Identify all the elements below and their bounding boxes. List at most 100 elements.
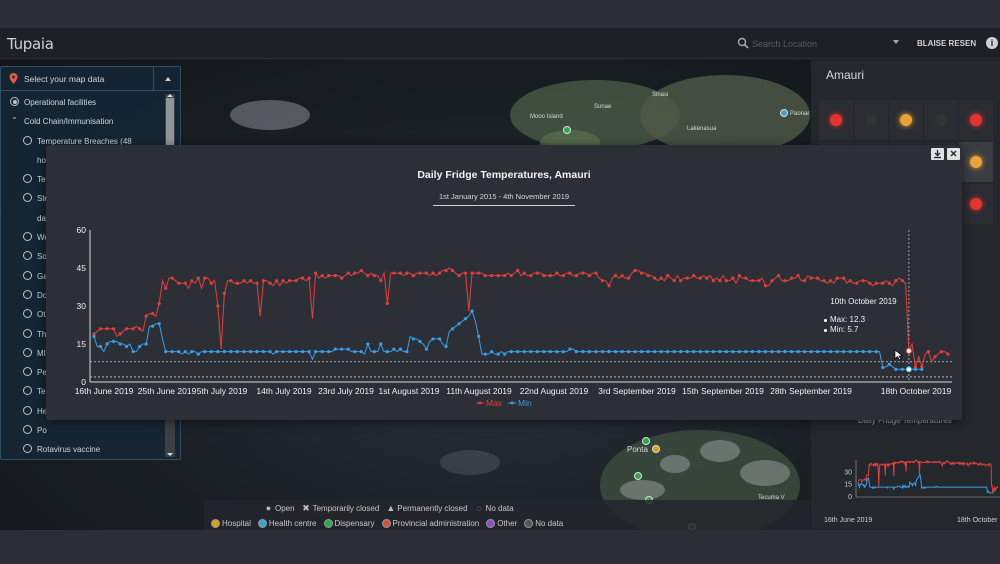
radio-button[interactable] xyxy=(23,135,32,145)
sidebar-item[interactable]: He xyxy=(1,401,166,420)
status-cell[interactable] xyxy=(959,142,993,182)
x-tick-label: 25th June 2019 xyxy=(138,386,197,396)
sidebar-item[interactable]: Operational facilities xyxy=(1,92,166,111)
search-icon[interactable] xyxy=(737,37,749,49)
radio-button[interactable] xyxy=(23,289,32,299)
data-point-max xyxy=(776,274,781,278)
data-point-min xyxy=(868,350,872,354)
data-point-max xyxy=(561,274,565,278)
map-data-selector-header[interactable]: Select your map data xyxy=(1,67,180,91)
sidebar-item[interactable]: Te xyxy=(1,169,166,188)
data-point-min xyxy=(164,350,168,354)
data-point-max xyxy=(229,279,233,283)
sidebar-item[interactable]: Te xyxy=(1,381,166,400)
mini-series-line xyxy=(857,473,994,494)
status-cell[interactable] xyxy=(924,100,958,140)
sidebar-item-label: ho xyxy=(37,155,46,165)
facility-marker[interactable] xyxy=(780,109,788,117)
browser-bottom-strip xyxy=(0,530,1000,564)
sidebar-item[interactable]: MI xyxy=(1,343,166,362)
search-location-input[interactable] xyxy=(752,35,887,52)
scroll-down-icon[interactable] xyxy=(167,453,173,456)
facility-marker[interactable] xyxy=(642,437,650,445)
radio-button[interactable] xyxy=(23,347,32,357)
data-point-max xyxy=(926,350,931,354)
data-point-min xyxy=(131,350,135,354)
status-cell[interactable] xyxy=(854,100,888,140)
sidebar-item[interactable]: Temperature Breaches (48 xyxy=(1,131,166,150)
data-point-max xyxy=(118,332,122,336)
radio-button[interactable] xyxy=(23,444,32,454)
mini-x-tick: 18th October xyxy=(957,517,998,524)
sidebar-item[interactable]: Ot xyxy=(1,304,166,323)
data-point-min xyxy=(98,344,103,349)
sidebar-item[interactable]: Ga xyxy=(1,266,166,285)
sidebar-item[interactable]: So xyxy=(1,246,166,265)
radio-button[interactable] xyxy=(23,328,32,338)
legend-label: Health centre xyxy=(268,519,317,528)
sidebar-item[interactable]: Po xyxy=(1,420,166,439)
sidebar-item[interactable]: Pe xyxy=(1,362,166,381)
data-point-max xyxy=(509,274,513,278)
search-dropdown-caret-icon[interactable] xyxy=(893,40,899,44)
map-place-label: Mooo Island xyxy=(530,114,563,120)
sidebar-item[interactable]: Th xyxy=(1,324,166,343)
radio-button[interactable] xyxy=(23,193,32,203)
status-cell[interactable] xyxy=(889,100,923,140)
data-point-max xyxy=(763,284,768,288)
sidebar-item[interactable]: da xyxy=(1,208,166,227)
radio-button[interactable] xyxy=(23,405,32,415)
radio-button[interactable] xyxy=(23,251,32,261)
data-point-max xyxy=(196,276,200,280)
radio-button[interactable] xyxy=(23,309,32,319)
sidebar-item[interactable]: Do xyxy=(1,285,166,304)
data-point-max xyxy=(353,271,357,275)
legend-label: Other xyxy=(497,519,518,528)
sidebar-item[interactable]: ⌄ Cold Chain/Immunisation xyxy=(1,111,166,130)
tupaia-logo[interactable]: Tupaia xyxy=(7,35,54,53)
collapse-toggle[interactable] xyxy=(153,67,180,91)
radio-button[interactable] xyxy=(10,97,19,106)
chart-date-range[interactable]: 1st January 2015 - 4th November 2019 xyxy=(433,192,575,206)
close-button[interactable] xyxy=(947,148,960,160)
sidebar-item[interactable]: Pneumovax vaccine xyxy=(1,459,166,460)
data-point-max xyxy=(301,276,305,280)
data-point-max xyxy=(346,271,350,275)
data-point-max xyxy=(248,279,253,283)
radio-button[interactable] xyxy=(23,425,32,435)
radio-button[interactable] xyxy=(23,386,32,396)
chevron-down-icon[interactable]: ⌄ xyxy=(11,112,18,122)
radio-button[interactable] xyxy=(23,270,32,280)
facility-marker[interactable] xyxy=(563,126,571,134)
data-point-max xyxy=(881,281,885,285)
download-button[interactable] xyxy=(931,148,944,160)
radio-button[interactable] xyxy=(23,174,32,184)
data-point-max xyxy=(503,274,507,278)
data-point-min xyxy=(183,350,187,354)
data-point-min xyxy=(437,337,442,341)
mini-fridge-chart[interactable]: 30 15 0 16th June 2019 18th October xyxy=(812,452,1000,530)
sidebar-item[interactable]: ho xyxy=(1,150,166,169)
status-cell[interactable] xyxy=(959,184,993,224)
legend-label: Min xyxy=(518,398,532,408)
status-dot xyxy=(935,114,947,126)
facility-marker[interactable] xyxy=(634,472,642,480)
user-menu[interactable]: BLAISE RESEN xyxy=(917,39,977,48)
sidebar-item[interactable]: Ste xyxy=(1,188,166,207)
data-point-max xyxy=(933,355,937,359)
data-point-min xyxy=(379,342,383,346)
data-point-max xyxy=(274,279,279,283)
fridge-temperature-chart[interactable]: 0 15 30 45 60 16th June 2019 25th June 2019 5th… xyxy=(46,145,962,420)
data-point-max xyxy=(868,281,872,285)
radio-button[interactable] xyxy=(23,367,32,377)
info-icon[interactable]: i xyxy=(986,37,998,49)
mini-series-line xyxy=(857,459,999,493)
status-cell[interactable] xyxy=(819,100,853,140)
facility-marker[interactable] xyxy=(652,445,660,453)
radio-button[interactable] xyxy=(23,232,32,242)
scroll-up-icon[interactable] xyxy=(167,94,173,97)
status-cell[interactable] xyxy=(959,100,993,140)
data-point-min xyxy=(196,352,200,356)
sidebar-item[interactable]: We xyxy=(1,227,166,246)
sidebar-item[interactable]: Rotavirus vaccine xyxy=(1,439,166,458)
